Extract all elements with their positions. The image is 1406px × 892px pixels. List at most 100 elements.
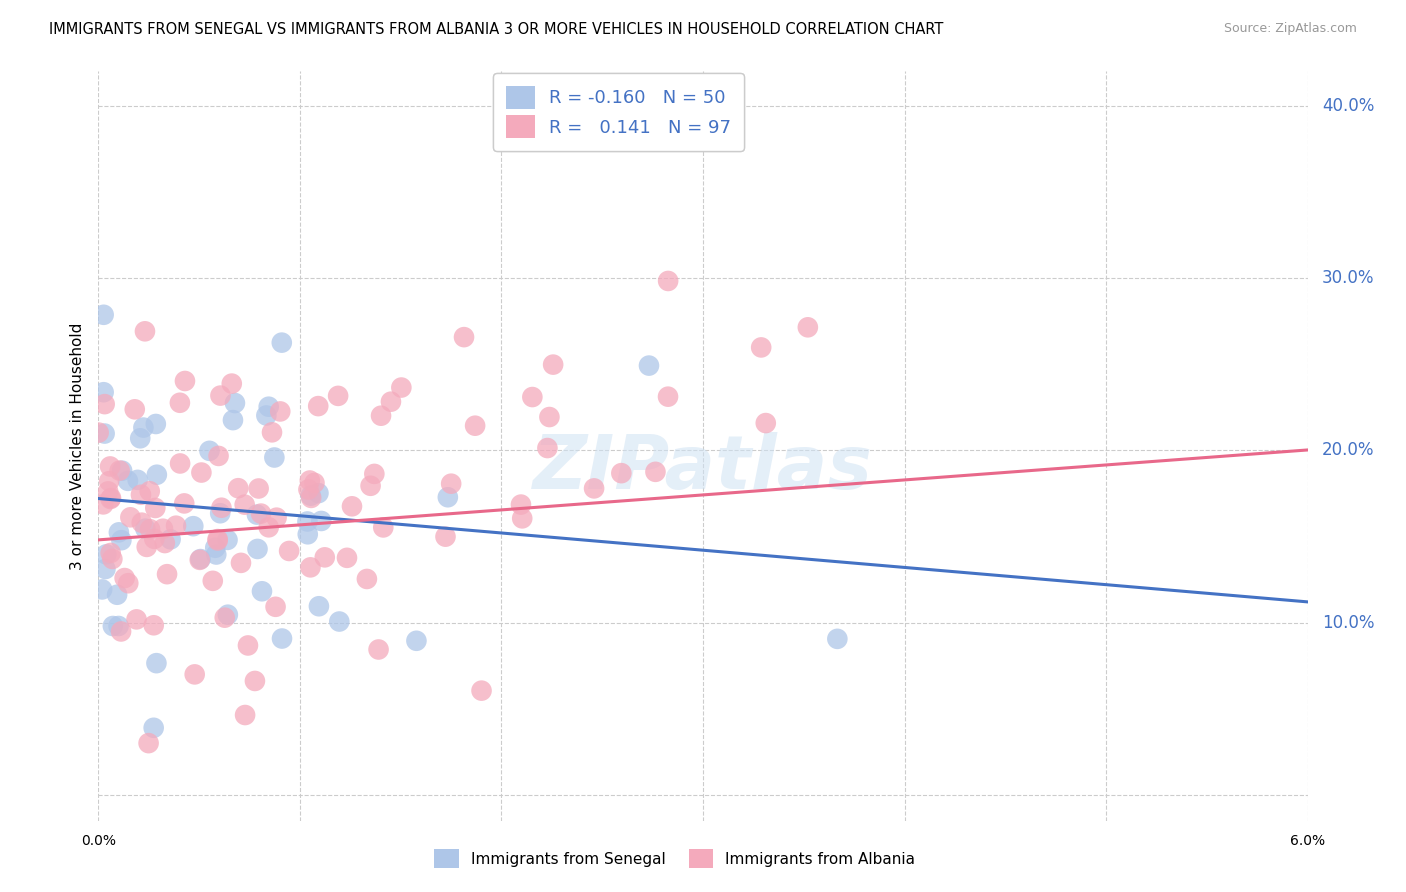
Point (233, 708, 256, 723)
Point (132, 420, 155, 434)
Point (134, 324, 156, 338)
Point (644, 465, 666, 479)
Point (91, 582, 114, 597)
Point (165, 518, 187, 533)
Point (336, 550, 359, 565)
Point (120, 510, 142, 524)
Point (108, 525, 131, 540)
Point (434, 530, 457, 544)
Point (211, 500, 233, 515)
Point (538, 410, 561, 425)
Point (138, 736, 160, 750)
Point (207, 532, 229, 546)
Legend: R = -0.160   N = 50, R =   0.141   N = 97: R = -0.160 N = 50, R = 0.141 N = 97 (494, 73, 744, 151)
Point (360, 479, 382, 493)
Point (297, 527, 319, 541)
Point (127, 473, 149, 487)
Point (91, 497, 114, 511)
Point (437, 490, 460, 504)
Point (233, 498, 256, 512)
Point (94, 562, 117, 576)
Point (247, 482, 270, 496)
Point (278, 544, 301, 558)
Point (356, 572, 378, 586)
Point (110, 624, 132, 639)
Point (135, 540, 157, 554)
Point (363, 467, 385, 481)
Point (263, 450, 285, 465)
Point (229, 556, 252, 570)
Point (536, 441, 558, 455)
Point (749, 340, 772, 354)
Point (246, 508, 269, 522)
Point (370, 409, 392, 423)
Point (328, 615, 350, 629)
Point (297, 483, 319, 497)
Text: 0.0%: 0.0% (82, 834, 115, 848)
Point (797, 320, 820, 334)
Point (755, 416, 778, 430)
Point (657, 390, 679, 404)
Point (129, 431, 152, 445)
Text: 6.0%: 6.0% (1291, 834, 1324, 848)
Point (299, 560, 322, 574)
Point (114, 571, 136, 585)
Point (246, 541, 269, 556)
Point (108, 464, 131, 478)
Text: 40.0%: 40.0% (1322, 97, 1375, 115)
Point (243, 673, 266, 688)
Point (96, 547, 118, 561)
Point (129, 488, 152, 502)
Point (159, 533, 181, 547)
Text: Source: ZipAtlas.com: Source: ZipAtlas.com (1223, 22, 1357, 36)
Text: 30.0%: 30.0% (1322, 269, 1375, 287)
Point (270, 335, 292, 350)
Point (110, 533, 132, 548)
Point (87, 425, 110, 440)
Point (98, 474, 121, 488)
Point (207, 449, 229, 463)
Point (139, 484, 162, 499)
Point (307, 399, 329, 413)
Point (205, 548, 228, 562)
Point (145, 656, 167, 670)
Point (174, 374, 197, 388)
Point (139, 522, 162, 536)
Point (367, 642, 389, 657)
Point (209, 506, 232, 520)
Point (214, 610, 236, 624)
Point (510, 511, 533, 525)
Point (142, 618, 165, 632)
Point (299, 489, 322, 503)
Text: IMMIGRANTS FROM SENEGAL VS IMMIGRANTS FROM ALBANIA 3 OR MORE VEHICLES IN HOUSEHO: IMMIGRANTS FROM SENEGAL VS IMMIGRANTS FR… (49, 22, 943, 37)
Point (304, 475, 326, 490)
Point (266, 510, 288, 524)
Point (181, 519, 204, 533)
Point (142, 721, 165, 735)
Point (198, 443, 221, 458)
Point (101, 552, 124, 566)
Point (93, 308, 115, 322)
Point (314, 550, 336, 565)
Point (117, 576, 139, 591)
Point (152, 522, 174, 536)
Point (100, 546, 122, 560)
Point (308, 486, 330, 500)
Point (440, 476, 463, 491)
Point (143, 500, 166, 515)
Point (254, 409, 277, 423)
Point (260, 425, 283, 440)
Point (464, 418, 486, 433)
Point (405, 633, 427, 648)
Point (222, 413, 245, 427)
Point (326, 389, 349, 403)
Point (217, 533, 239, 547)
Point (510, 498, 533, 512)
Point (143, 532, 166, 546)
Point (98, 459, 121, 474)
Point (373, 520, 395, 534)
Point (183, 667, 205, 681)
Point (250, 507, 273, 521)
Point (236, 639, 259, 653)
Point (190, 466, 212, 480)
